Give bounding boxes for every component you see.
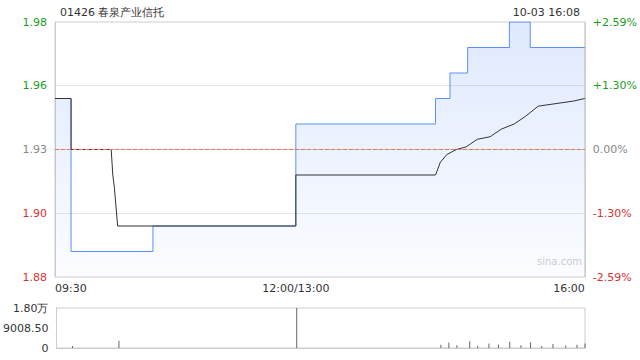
svg-text:16:00: 16:00 xyxy=(553,282,585,295)
svg-text:1.88: 1.88 xyxy=(23,271,48,284)
svg-text:-2.59%: -2.59% xyxy=(593,271,632,284)
svg-text:1.80万: 1.80万 xyxy=(13,302,49,315)
svg-text:0: 0 xyxy=(41,342,48,355)
svg-text:1.96: 1.96 xyxy=(23,79,48,92)
svg-text:-1.30%: -1.30% xyxy=(593,207,632,220)
svg-text:1.93: 1.93 xyxy=(23,143,48,156)
svg-text:09:30: 09:30 xyxy=(55,282,87,295)
svg-text:+1.30%: +1.30% xyxy=(593,79,637,92)
svg-text:9008.50: 9008.50 xyxy=(3,322,49,335)
svg-text:10-03 16:08: 10-03 16:08 xyxy=(513,6,580,19)
svg-text:12:00/13:00: 12:00/13:00 xyxy=(262,282,329,295)
svg-text:1.98: 1.98 xyxy=(23,16,48,29)
svg-text:0.00%: 0.00% xyxy=(593,143,628,156)
svg-text:1.90: 1.90 xyxy=(23,207,48,220)
svg-text:01426 春泉产业信托: 01426 春泉产业信托 xyxy=(60,6,165,19)
svg-text:+2.59%: +2.59% xyxy=(593,16,637,29)
